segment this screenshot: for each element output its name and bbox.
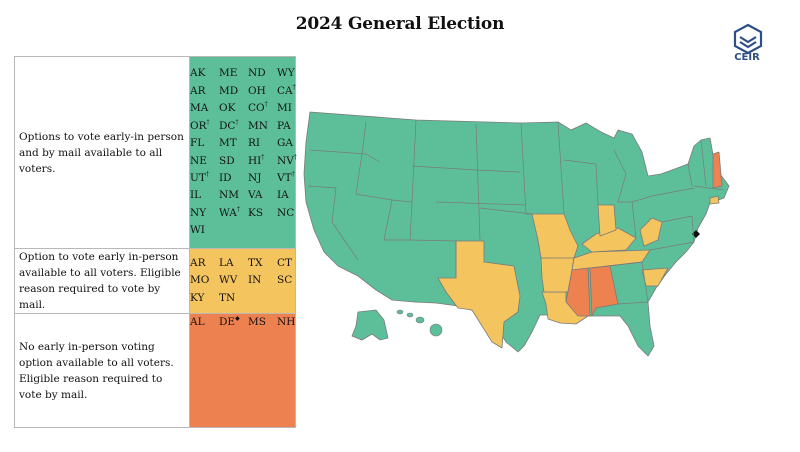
state-code: IN xyxy=(248,274,262,287)
state-code: NM xyxy=(219,189,239,202)
map-state-ak xyxy=(351,309,389,341)
state-code: OK xyxy=(219,102,236,115)
state-code: VT† xyxy=(277,170,295,184)
ceir-logo-text: CEIR xyxy=(734,52,760,63)
state-code: NV† xyxy=(277,153,297,167)
state-code: MS xyxy=(248,316,266,328)
legend-category-orange: No early in-person voting option availab… xyxy=(14,313,190,428)
state-code: VA xyxy=(248,189,263,202)
state-code: CO† xyxy=(248,101,268,115)
state-code: LA xyxy=(219,256,234,269)
state-code: AL xyxy=(190,316,205,328)
state-code: DE◆ xyxy=(219,315,240,329)
map-state-mo xyxy=(531,213,579,259)
state-code: WI xyxy=(190,224,205,237)
state-code: MN xyxy=(248,119,268,132)
state-code: MA xyxy=(190,102,209,115)
state-code: MD xyxy=(219,84,239,97)
page-title: 2024 General Election xyxy=(295,14,505,34)
map-state-in xyxy=(597,204,617,237)
state-code: DC† xyxy=(219,118,239,132)
state-code: ME xyxy=(219,67,238,80)
state-code: RI xyxy=(248,137,261,150)
state-code: OH xyxy=(248,84,266,97)
state-code: IA xyxy=(277,189,289,202)
state-code: UT† xyxy=(190,170,209,184)
state-list-orange: AL DE◆ MS NH xyxy=(190,314,295,331)
map-state-la xyxy=(541,291,589,325)
state-code: CA† xyxy=(277,83,296,97)
state-code: SD xyxy=(219,154,235,167)
map-state-nh xyxy=(712,151,723,189)
legend-category-yellow: Option to vote early in-person available… xyxy=(14,248,190,314)
legend-table: Options to vote early-in person and by m… xyxy=(14,56,297,428)
state-code: WV xyxy=(219,274,238,287)
legend-row-green: Options to vote early-in person and by m… xyxy=(14,56,297,249)
legend-category-green: Options to vote early-in person and by m… xyxy=(14,56,190,249)
map-state-tn xyxy=(571,249,651,271)
map-state-de-marker-icon xyxy=(692,230,700,238)
state-list-green: AK ME ND WY AR MD OH CA† MA OK CO† MI OR† DC† MN PA FL MT… xyxy=(190,65,297,239)
map-mainland xyxy=(303,111,730,357)
state-code: WA† xyxy=(219,205,240,219)
state-code: GA xyxy=(277,137,293,150)
state-code: NH xyxy=(277,316,296,328)
state-code: SC xyxy=(277,274,293,287)
state-code: HI† xyxy=(248,153,265,167)
state-code: NJ xyxy=(248,171,262,184)
legend-row-yellow: Option to vote early in-person available… xyxy=(14,248,296,314)
state-code: MI xyxy=(277,102,292,115)
state-code: CT xyxy=(277,256,293,269)
legend-states-orange: AL DE◆ MS NH xyxy=(189,313,296,428)
state-code: ND xyxy=(248,67,266,80)
state-code: NE xyxy=(190,154,207,167)
state-code: OR† xyxy=(190,118,210,132)
state-code: IL xyxy=(190,189,202,202)
state-code: PA xyxy=(277,119,291,132)
state-code: KY xyxy=(190,291,205,304)
state-code: AR xyxy=(190,256,206,269)
map-state-hi xyxy=(396,309,443,337)
map-state-ms xyxy=(565,267,591,317)
state-code: AR xyxy=(190,84,206,97)
state-code: NY xyxy=(190,206,207,219)
state-code: KS xyxy=(248,206,264,219)
legend-row-orange: No early in-person voting option availab… xyxy=(14,313,296,428)
state-code: AK xyxy=(190,67,206,80)
state-code: TX xyxy=(248,256,263,269)
map-state-al xyxy=(589,265,619,317)
state-code: FL xyxy=(190,137,205,150)
map-state-tx xyxy=(437,240,521,349)
state-code: MT xyxy=(219,137,237,150)
state-code: TN xyxy=(219,291,236,304)
state-list-yellow: AR LA TX CT MO WV IN SC KY TN xyxy=(190,255,295,307)
legend-states-yellow: AR LA TX CT MO WV IN SC KY TN xyxy=(189,248,296,314)
us-map xyxy=(303,111,730,357)
map-state-ct xyxy=(709,195,720,205)
ceir-logo-icon xyxy=(733,23,763,55)
state-code: ID xyxy=(219,171,232,184)
legend-states-green: AK ME ND WY AR MD OH CA† MA OK CO† MI OR† DC† MN PA FL MT… xyxy=(189,56,297,249)
state-code: MO xyxy=(190,274,210,287)
state-code: NC xyxy=(277,206,295,219)
map-state-wv xyxy=(639,217,663,247)
state-code: WY xyxy=(277,67,295,80)
